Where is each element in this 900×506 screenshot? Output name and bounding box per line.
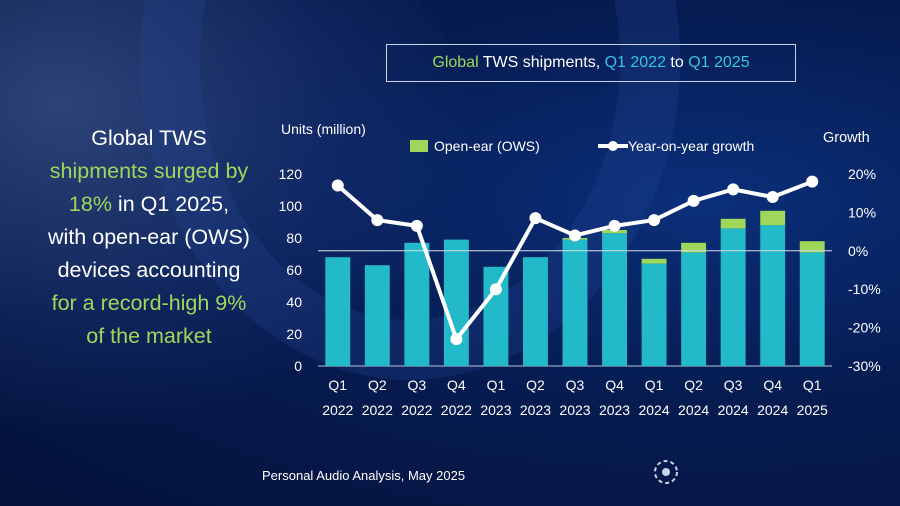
bar-shipments — [602, 233, 627, 366]
growth-point — [806, 175, 819, 188]
y-tick-label: 120 — [279, 166, 303, 182]
x-tick-label-quarter: Q2 — [526, 377, 545, 393]
x-tick-label-quarter: Q2 — [368, 377, 387, 393]
bar-open-ear — [641, 258, 667, 264]
x-tick-label-year: 2024 — [638, 402, 669, 418]
x-tick-label-year: 2023 — [480, 402, 511, 418]
y2-tick-label: -30% — [848, 358, 881, 374]
x-tick-label-year: 2022 — [401, 402, 432, 418]
title-end: Q1 2025 — [688, 54, 750, 71]
headline-line-5: devices accounting — [57, 258, 241, 282]
x-tick-label-quarter: Q1 — [328, 377, 347, 393]
legend-ows: Open-ear (OWS) — [410, 138, 540, 154]
headline-line-4: with open-ear (OWS) — [48, 225, 250, 249]
y2-tick-label: -20% — [848, 320, 881, 336]
y2-tick-label: 10% — [848, 204, 876, 220]
headline-line-7: of the market — [86, 324, 212, 348]
bar-shipments — [523, 257, 548, 366]
bar-open-ear — [720, 218, 746, 229]
y-tick-label: 60 — [286, 262, 302, 278]
title-start: Q1 2022 — [604, 54, 666, 71]
legend-ows-swatch — [410, 140, 428, 152]
growth-point — [529, 212, 542, 225]
company-logo-icon — [654, 460, 678, 484]
bar-shipments — [404, 242, 430, 366]
x-tick-label-year: 2024 — [757, 402, 788, 418]
headline-line-3b: in Q1 2025, — [111, 192, 230, 216]
x-tick-label-quarter: Q3 — [408, 377, 427, 393]
headline: Global TWS shipments surged by 18% in Q1… — [18, 122, 280, 353]
x-tick-label-year: 2022 — [322, 402, 353, 418]
legend-growth: Year-on-year growth — [598, 138, 754, 154]
bar-shipments — [443, 239, 469, 366]
growth-point — [569, 229, 581, 242]
growth-point — [648, 214, 661, 227]
x-tick-label-quarter: Q3 — [566, 377, 585, 393]
growth-point — [766, 191, 779, 204]
x-tick-label-year: 2023 — [520, 402, 551, 418]
headline-line-1: Global TWS — [91, 126, 207, 150]
headline-line-6: for a record-high 9% — [51, 291, 247, 315]
x-tick-label-year: 2022 — [441, 402, 472, 418]
growth-point — [489, 283, 502, 296]
growth-point — [371, 214, 384, 227]
chart-title: Global TWS shipments, Q1 2022 to Q1 2025 — [386, 44, 796, 82]
x-tick-label-quarter: Q2 — [684, 377, 703, 393]
bar-shipments — [760, 225, 786, 366]
x-tick-label-year: 2022 — [362, 402, 393, 418]
x-tick-label-quarter: Q4 — [605, 377, 624, 393]
bar-open-ear — [799, 241, 825, 253]
y-tick-label: 0 — [294, 358, 302, 374]
y-tick-label: 80 — [286, 230, 302, 246]
growth-point — [608, 219, 621, 232]
bar-open-ear — [681, 242, 707, 253]
bar-shipments — [562, 239, 588, 366]
x-tick-label-quarter: Q1 — [487, 377, 506, 393]
growth-point — [410, 219, 423, 232]
bar-shipments — [681, 252, 707, 366]
x-tick-label-quarter: Q3 — [724, 377, 743, 393]
y2-tick-label: -10% — [848, 281, 881, 297]
y-tick-label: 40 — [286, 294, 302, 310]
x-tick-label-year: 2024 — [718, 402, 749, 418]
headline-line-2: shipments surged by — [49, 159, 249, 183]
x-tick-label-quarter: Q1 — [645, 377, 664, 393]
bar-shipments — [483, 266, 509, 366]
y2-axis-label: Growth — [823, 130, 870, 146]
bar-shipments — [325, 257, 351, 366]
x-tick-label-quarter: Q4 — [763, 377, 782, 393]
bar-open-ear — [760, 210, 786, 226]
x-tick-label-quarter: Q1 — [803, 377, 822, 393]
headline-line-3: 18% in Q1 2025, — [18, 188, 280, 221]
title-global: Global — [432, 54, 479, 71]
x-tick-label-year: 2023 — [559, 402, 590, 418]
source-note: Personal Audio Analysis, May 2025 — [262, 468, 466, 483]
bar-shipments — [641, 263, 667, 366]
y-tick-label: 20 — [286, 326, 302, 342]
title-mid: TWS shipments, — [478, 54, 605, 71]
legend-growth-marker — [598, 141, 628, 151]
y2-tick-label: 0% — [848, 243, 868, 259]
y-tick-label: 100 — [279, 198, 303, 214]
y2-tick-label: 20% — [848, 166, 876, 182]
growth-point — [687, 194, 700, 207]
x-tick-label-year: 2023 — [599, 402, 630, 418]
bar-shipments — [720, 228, 746, 366]
legend-growth-label: Year-on-year growth — [628, 138, 755, 154]
bar-shipments — [799, 252, 825, 366]
x-tick-label-year: 2025 — [797, 402, 828, 418]
legend-ows-label: Open-ear (OWS) — [434, 138, 540, 154]
bar-shipments — [364, 265, 390, 366]
headline-pct: 18% — [68, 192, 112, 216]
growth-point — [450, 333, 463, 346]
growth-point — [331, 179, 344, 192]
y-axis-label: Units (million) — [281, 121, 366, 137]
title-to: to — [665, 54, 689, 71]
x-tick-label-year: 2024 — [678, 402, 709, 418]
growth-point — [727, 183, 740, 196]
x-tick-label-quarter: Q4 — [447, 377, 466, 393]
